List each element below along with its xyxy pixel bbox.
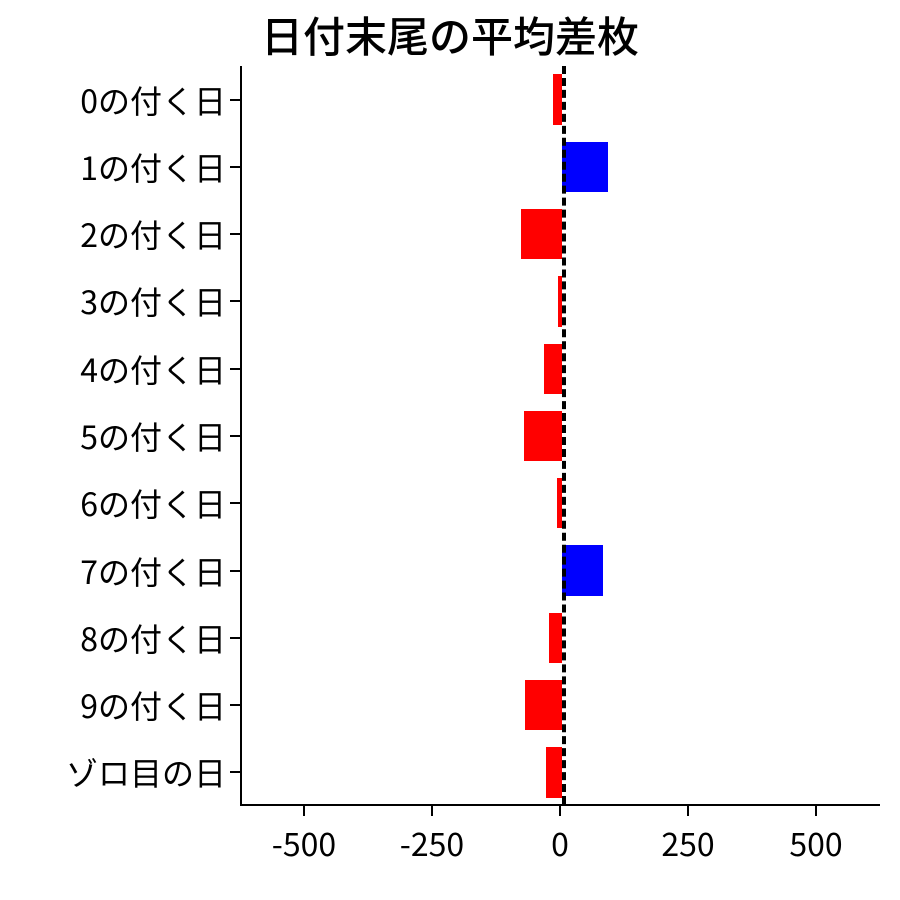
y-tick-mark-5 — [230, 435, 240, 437]
x-tick-label-4: 500 — [789, 820, 842, 866]
y-tick-mark-6 — [230, 502, 240, 504]
x-tick-mark-1 — [431, 806, 433, 816]
y-tick-mark-0 — [230, 99, 240, 101]
chart-title: 日付末尾の平均差枚 — [0, 4, 900, 65]
bar-9 — [525, 680, 562, 730]
x-tick-label-3: 250 — [661, 820, 714, 866]
bar-2 — [521, 209, 562, 259]
y-tick-label-9: 9の付く日 — [80, 682, 226, 728]
y-tick-mark-3 — [230, 300, 240, 302]
y-tick-mark-10 — [230, 771, 240, 773]
y-tick-label-5: 5の付く日 — [80, 413, 226, 459]
y-tick-label-8: 8の付く日 — [80, 615, 226, 661]
y-tick-label-1: 1の付く日 — [80, 144, 226, 190]
y-tick-label-7: 7の付く日 — [80, 548, 226, 594]
bar-1 — [562, 142, 608, 192]
y-tick-mark-7 — [230, 570, 240, 572]
y-tick-label-4: 4の付く日 — [80, 346, 226, 392]
x-tick-label-2: 0 — [551, 820, 569, 866]
y-tick-label-3: 3の付く日 — [80, 278, 226, 324]
y-tick-mark-9 — [230, 704, 240, 706]
x-tick-mark-2 — [559, 806, 561, 816]
x-tick-label-0: -500 — [272, 820, 336, 866]
chart-container: 日付末尾の平均差枚 0の付く日 1の付く日 2の付く日 3の付く日 4の付く日 5の付く日… — [0, 0, 900, 900]
y-tick-label-6: 6の付く日 — [80, 480, 226, 526]
y-tick-label-2: 2の付く日 — [80, 211, 226, 257]
y-tick-mark-4 — [230, 368, 240, 370]
bar-4 — [544, 344, 562, 394]
y-tick-mark-8 — [230, 637, 240, 639]
bar-5 — [524, 411, 562, 461]
bar-7 — [562, 545, 603, 595]
bar-8 — [549, 613, 562, 663]
plot-area — [240, 66, 880, 806]
x-tick-label-1: -250 — [400, 820, 464, 866]
y-tick-label-0: 0の付く日 — [80, 77, 226, 123]
bar-10 — [546, 747, 562, 797]
y-tick-mark-2 — [230, 233, 240, 235]
x-tick-mark-4 — [815, 806, 817, 816]
zero-reference-line — [562, 66, 566, 804]
x-tick-mark-3 — [687, 806, 689, 816]
x-tick-mark-0 — [303, 806, 305, 816]
y-tick-label-10: ゾロ目の日 — [66, 749, 226, 795]
bar-0 — [553, 74, 562, 124]
y-tick-mark-1 — [230, 166, 240, 168]
